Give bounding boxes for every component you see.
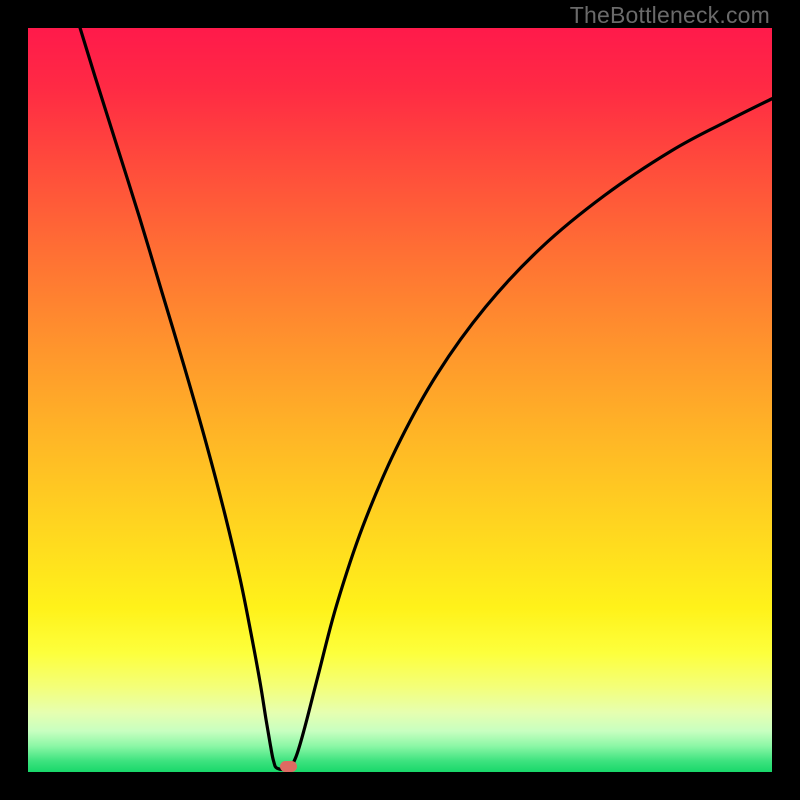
bottleneck-curve [28,28,772,772]
watermark-text: TheBottleneck.com [570,2,770,29]
optimum-marker [280,761,297,772]
plot-area [28,28,772,772]
